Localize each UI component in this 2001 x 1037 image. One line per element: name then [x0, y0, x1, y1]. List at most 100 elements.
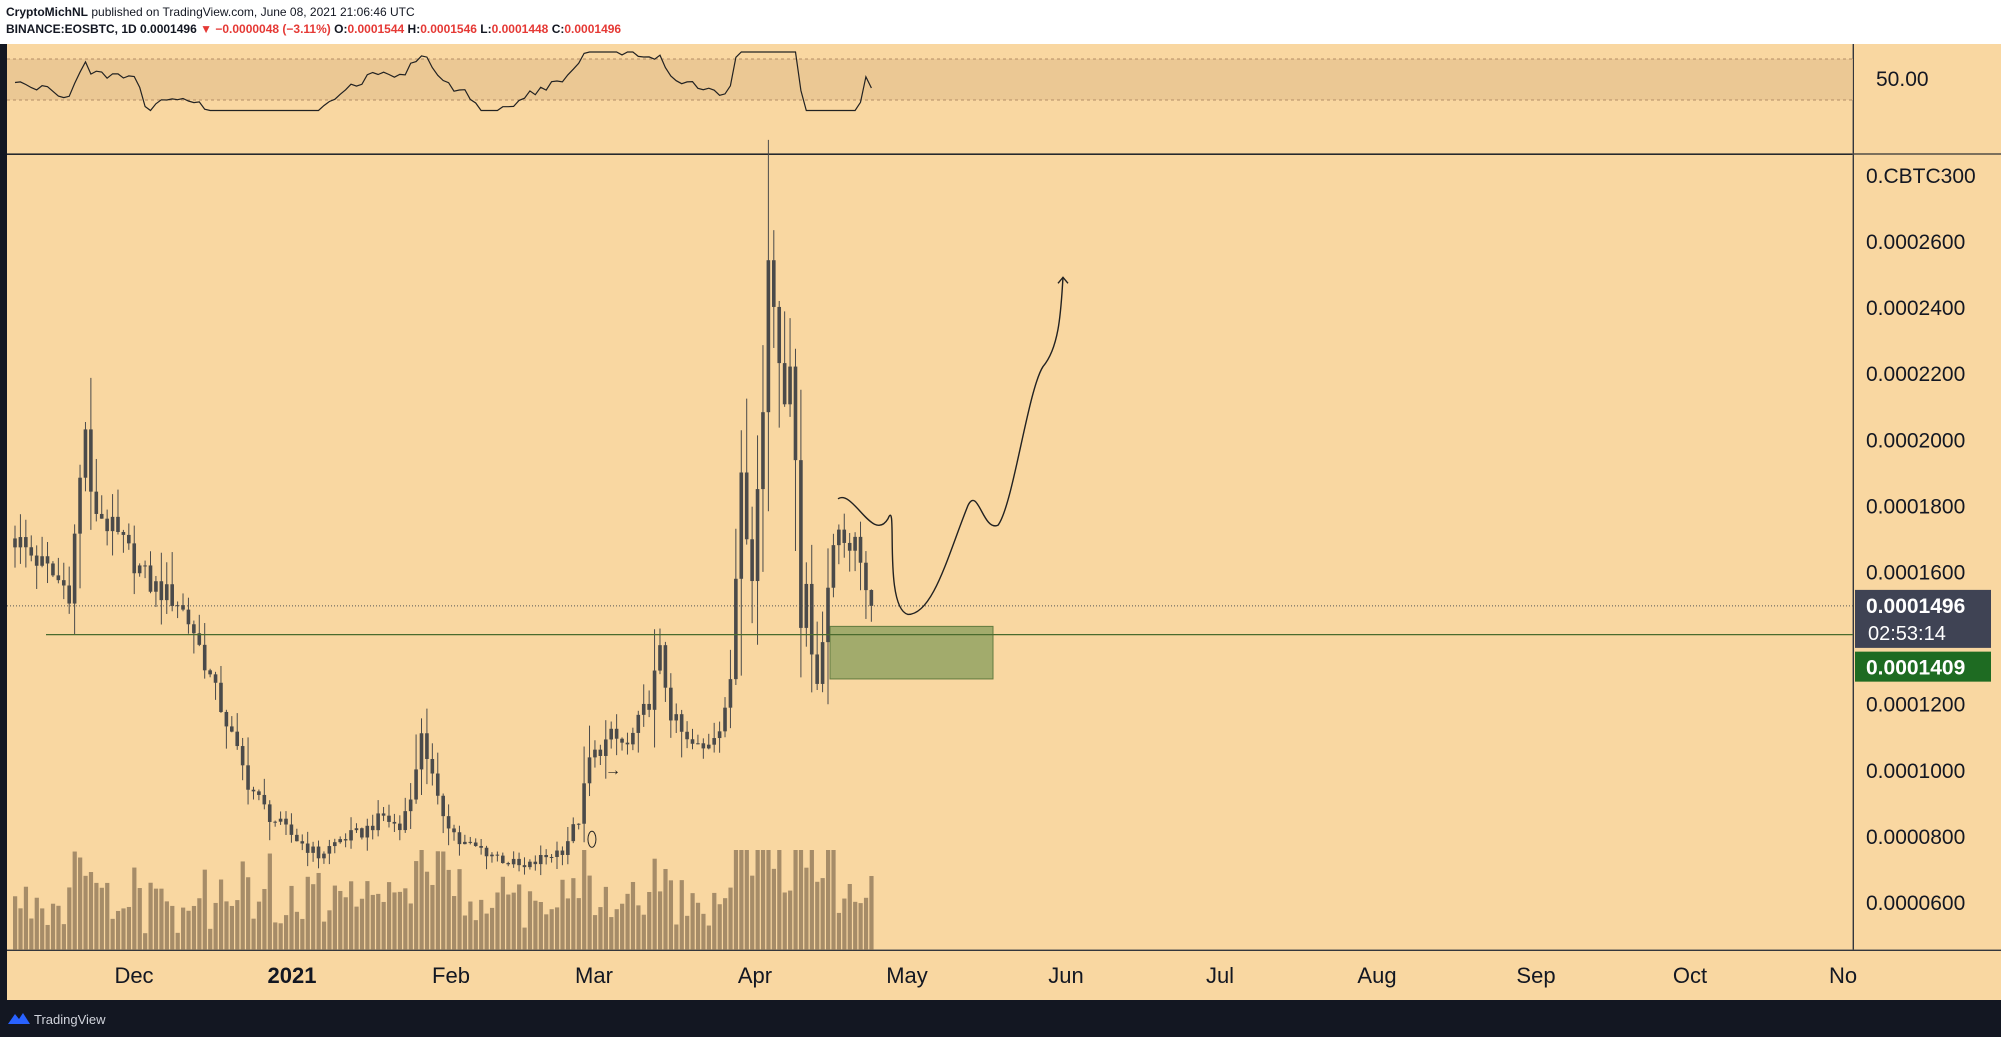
candle-body — [517, 858, 521, 866]
candle-body — [555, 850, 559, 857]
candle-body — [29, 547, 34, 556]
volume-bar — [40, 908, 45, 950]
volume-bar — [213, 902, 218, 950]
candle-body — [137, 565, 142, 574]
candle-body — [181, 605, 185, 610]
candle-body — [815, 654, 819, 684]
footer-brand[interactable]: TradingView — [34, 1012, 106, 1027]
candle-body — [425, 733, 429, 759]
volume-bar — [641, 914, 646, 950]
candle-body — [685, 731, 689, 740]
volume-bar — [457, 869, 462, 950]
candle-body — [311, 846, 315, 853]
candle-body — [755, 489, 760, 582]
rsi-band — [7, 59, 1853, 100]
candle-body — [186, 609, 191, 625]
volume-bar — [701, 913, 706, 950]
candle-body — [598, 749, 603, 756]
last-price-tag — [1855, 589, 1991, 648]
volume-bar — [560, 879, 565, 950]
candle-body — [566, 841, 570, 855]
candle-body — [56, 575, 61, 581]
candle-body — [175, 605, 180, 607]
volume-bar — [544, 914, 549, 950]
candle-body — [788, 366, 792, 405]
price-scale-pane — [1854, 44, 2001, 950]
close-label: C: — [551, 22, 565, 36]
volume-bar — [473, 920, 478, 950]
price-tick-label: 0.0000600 — [1866, 892, 1965, 915]
volume-bar — [289, 885, 294, 950]
candle-body — [479, 845, 483, 848]
volume-bar — [441, 851, 446, 950]
candle-body — [370, 825, 375, 831]
candle-body — [522, 865, 527, 868]
candle-body — [457, 832, 462, 845]
price-tick-label: 0.0001200 — [1866, 694, 1965, 717]
price-tick-label: 0.0002400 — [1866, 297, 1965, 320]
volume-bar — [484, 913, 489, 950]
candle-body — [224, 711, 229, 727]
candle-body — [235, 731, 240, 747]
price-chart[interactable]: 50.00 → 0.CBTC300 0.0002600 0.0002400 0.00022… — [0, 44, 2001, 1000]
close-value: 0.0001496 — [564, 22, 622, 36]
candle-body — [213, 674, 218, 683]
volume-bar — [522, 927, 527, 950]
volume-bar — [831, 850, 836, 950]
candle-body — [392, 821, 397, 824]
volume-bar — [381, 901, 386, 950]
candle-body — [777, 306, 782, 364]
candle-body — [549, 856, 554, 858]
volume-bar — [224, 901, 229, 950]
volume-bar — [603, 886, 608, 950]
volume-bar — [56, 905, 61, 950]
price-tick-label: 0.0001800 — [1866, 495, 1965, 518]
candle-body — [463, 841, 467, 845]
volume-bar — [663, 868, 668, 950]
volume-bar — [170, 905, 175, 950]
volume-bar — [126, 906, 132, 950]
volume-bar — [321, 921, 327, 950]
price-tick-label: 0.0001600 — [1866, 562, 1965, 585]
volume-bar — [164, 901, 169, 950]
candle-body — [544, 855, 548, 858]
candle-body — [34, 555, 39, 566]
open-label: O: — [334, 22, 348, 36]
candle-body — [468, 841, 473, 843]
volume-bar — [506, 894, 511, 950]
volume-bar — [576, 898, 581, 950]
candle-body — [170, 584, 174, 607]
candle-body — [446, 816, 451, 829]
candle-body — [51, 563, 55, 576]
candle-body — [766, 260, 771, 413]
volume-bar — [582, 850, 587, 950]
bar-countdown: 02:53:14 — [1868, 623, 1946, 645]
candle-body — [349, 830, 353, 841]
candle-body — [647, 703, 651, 710]
candle-body — [105, 518, 109, 532]
volume-bar — [869, 875, 874, 950]
volume-bar — [517, 884, 522, 950]
candle-body — [473, 842, 478, 846]
candle-body — [408, 799, 413, 812]
candle-body — [251, 789, 256, 792]
projection-path[interactable] — [837, 277, 1064, 616]
price-tick-label: 0.0000800 — [1866, 826, 1965, 849]
candle-body — [582, 783, 586, 824]
author[interactable]: CryptoMichNL — [6, 5, 88, 19]
volume-bar — [99, 887, 104, 950]
candle-body — [18, 537, 23, 548]
candle-body — [295, 834, 299, 842]
candle-body — [284, 818, 288, 825]
last-price-label: 0.0001496 — [1866, 595, 1965, 618]
candle-body — [501, 855, 505, 864]
tradingview-logo-icon[interactable] — [8, 1010, 30, 1026]
candle-body — [511, 858, 516, 865]
candle-body — [381, 813, 386, 816]
candle-body — [636, 714, 641, 733]
candle-body — [354, 828, 359, 831]
volume-bar — [489, 907, 495, 950]
candle-body — [110, 516, 115, 532]
volume-bar — [620, 903, 625, 950]
candle-body — [782, 363, 787, 405]
